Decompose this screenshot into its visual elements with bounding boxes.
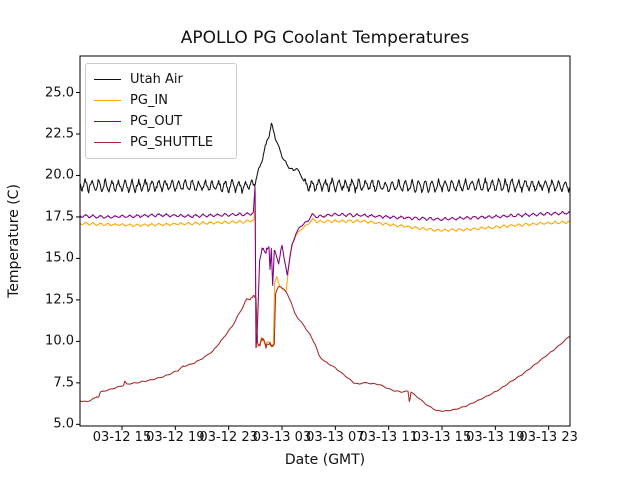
legend: Utah Air PG_IN PG_OUT PG_SHUTTLE [85,63,237,159]
legend-line-sample [94,100,121,101]
legend-item-label: Utah Air [130,72,183,87]
series-line-PG_IN [80,204,570,348]
y-tick-label: 15.0 [45,250,74,266]
legend-item-PG_IN: PG_IN [86,90,236,111]
x-tick-label: 03-13 07 [306,430,365,445]
x-tick-label: 03-13 15 [412,430,472,445]
x-tick-label: 03-12 19 [146,430,205,445]
x-tick-label: 03-13 23 [519,430,578,445]
x-tick-label: 03-13 19 [466,430,525,445]
axes-spines [79,55,571,427]
chart-title: APOLLO PG Coolant Temperatures [180,28,470,48]
x-tick-label: 03-13 03 [252,430,312,445]
series-line-PG_OUT [80,186,570,349]
legend-item-PG_SHUTTLE: PG_SHUTTLE [86,132,236,153]
legend-item-label: PG_IN [130,93,168,108]
y-tick-label: 20.0 [45,167,74,183]
y-tick-label: 17.5 [45,209,74,225]
y-tick-label: 25.0 [45,85,74,100]
legend-line-sample [94,142,121,143]
legend-item-PG_OUT: PG_OUT [86,111,236,132]
y-tick-label: 7.5 [53,375,74,391]
x-tick-label: 03-12 23 [199,430,258,445]
y-tick-label: 5.0 [53,416,74,432]
series-line-Utah-Air [80,122,570,194]
y-axis-label: Temperature (C) [6,184,22,298]
x-tick-label: 03-13 11 [359,430,418,445]
series-line-PG_SHUTTLE [80,285,570,412]
legend-line-sample [94,79,121,80]
y-tick-label: 10.0 [45,333,74,349]
y-tick-label: 12.5 [45,292,74,308]
legend-item-label: PG_SHUTTLE [130,135,214,150]
y-tick-label: 22.5 [45,126,74,142]
legend-item-Utah-Air: Utah Air [86,69,236,90]
legend-line-sample [94,121,121,122]
legend-item-label: PG_OUT [130,114,183,129]
x-axis-label: Date (GMT) [284,452,366,468]
x-tick-label: 03-12 15 [92,430,152,445]
